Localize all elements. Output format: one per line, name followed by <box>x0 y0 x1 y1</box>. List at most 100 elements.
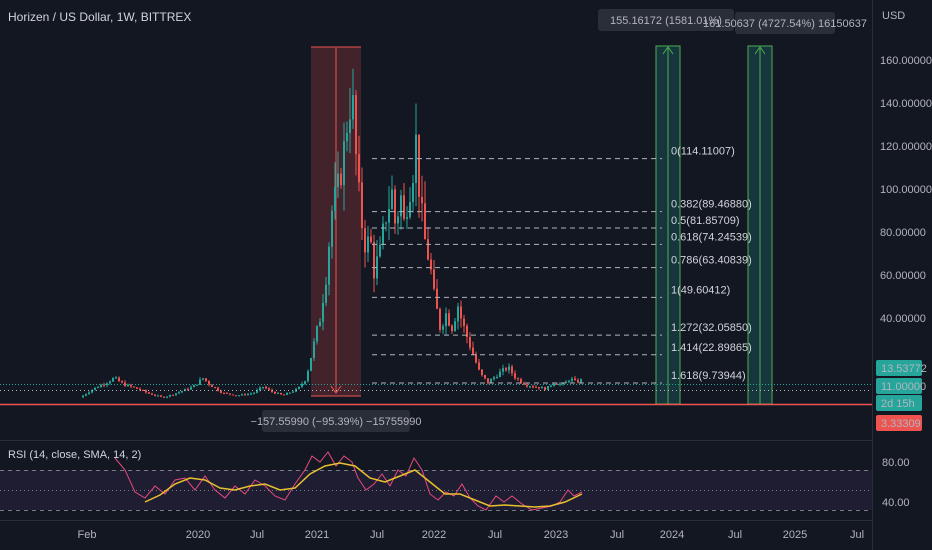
candle-body <box>190 387 192 390</box>
price-label: 3.33309 <box>881 418 921 430</box>
candle-body <box>316 326 318 342</box>
candle-body <box>520 379 522 383</box>
candle-body <box>391 189 393 209</box>
fib-label-0.618: 0.618(74.24539) <box>671 231 752 243</box>
candle-body <box>169 394 171 397</box>
time-tick: 2024 <box>660 529 684 541</box>
candle-body <box>553 383 555 386</box>
fib-label-0.382: 0.382(89.46880) <box>671 199 752 211</box>
candle-body <box>196 384 198 386</box>
candle-body <box>223 392 225 394</box>
candle-body <box>160 395 162 397</box>
fib-label-1.414: 1.414(22.89865) <box>671 342 752 354</box>
candle-body <box>436 288 438 309</box>
price-tick: 40.00000 <box>880 313 926 325</box>
price-label-bg <box>876 378 922 394</box>
candle-body <box>484 375 486 379</box>
fib-label-0.786: 0.786(63.40839) <box>671 255 752 267</box>
candle-body <box>193 384 195 388</box>
price-label: 2d 15h <box>881 398 915 410</box>
candle-body <box>82 395 84 398</box>
candle-body <box>427 239 429 260</box>
candle-body <box>202 378 204 380</box>
candle-body <box>103 384 105 386</box>
candle-body <box>397 216 399 224</box>
candle-body <box>232 394 234 396</box>
candle-body <box>115 377 117 379</box>
candle-body <box>250 393 252 395</box>
candle-body <box>481 369 483 376</box>
candle-body <box>418 134 420 197</box>
price-label: 11.00000 <box>881 381 926 393</box>
candle-body <box>274 391 276 394</box>
candle-body <box>277 392 279 394</box>
time-tick: 2022 <box>422 529 446 541</box>
time-tick: Jul <box>250 529 264 541</box>
candle-body <box>106 383 108 385</box>
rsi-tick: 80.00 <box>882 457 910 469</box>
candle-body <box>154 394 156 396</box>
candle-body <box>88 392 90 395</box>
candle-body <box>268 388 270 390</box>
candle-body <box>124 382 126 387</box>
time-tick: Jul <box>850 529 864 541</box>
candle-body <box>328 246 330 285</box>
candle-body <box>370 236 372 243</box>
candle-body <box>508 366 510 371</box>
candle-body <box>538 387 540 389</box>
candle-body <box>472 347 474 355</box>
candle-body <box>532 386 534 388</box>
candle-body <box>121 381 123 383</box>
candle-body <box>109 381 111 384</box>
price-label-bg <box>876 395 922 411</box>
rsi-title: RSI (14, close, SMA, 14, 2) <box>8 449 142 461</box>
candle-body <box>184 388 186 392</box>
candle-body <box>112 378 114 382</box>
candle-body <box>259 387 261 391</box>
candle-body <box>415 134 417 184</box>
candle-body <box>334 187 336 211</box>
price-tick: 140.00000 <box>880 98 932 110</box>
candle-body <box>226 392 228 394</box>
candle-body <box>85 394 87 396</box>
candle-body <box>535 386 537 388</box>
candle-body <box>313 341 315 358</box>
candle-body <box>565 381 567 384</box>
candle-body <box>205 378 207 382</box>
drop-arrow-head <box>330 385 342 394</box>
price-axis-currency: USD <box>882 10 905 22</box>
candle-body <box>127 384 129 387</box>
time-tick: Jul <box>488 529 502 541</box>
candle-body <box>157 395 159 397</box>
candle-body <box>577 380 579 383</box>
measure-up-1-label-bg <box>598 9 734 31</box>
candle-body <box>487 378 489 384</box>
measure-up-1-label: 155.16172 (1581.01%) <box>610 15 722 27</box>
candle-body <box>139 388 141 391</box>
candle-body <box>163 396 165 398</box>
candle-body <box>460 306 462 319</box>
candle-body <box>331 210 333 247</box>
price-label: 13.53772 <box>881 363 927 375</box>
time-tick: Jul <box>728 529 742 541</box>
measure-down-label: −157.55990 (−95.39%) −15755990 <box>251 416 422 428</box>
candle-body <box>559 383 561 385</box>
candle-body <box>367 236 369 253</box>
candle-body <box>94 387 96 390</box>
candle-body <box>91 389 93 393</box>
candle-body <box>493 377 495 380</box>
candle-body <box>499 371 501 378</box>
candle-body <box>325 284 327 303</box>
candle-body <box>403 195 405 219</box>
candle-body <box>151 393 153 395</box>
candle-body <box>394 189 396 224</box>
candle-body <box>517 378 519 380</box>
candle-body <box>388 208 390 223</box>
candle-body <box>265 386 267 389</box>
candle-body <box>178 392 180 394</box>
candle-body <box>442 326 444 330</box>
time-tick: 2023 <box>544 529 568 541</box>
candle-body <box>148 392 150 394</box>
rsi-sma-line <box>144 462 583 508</box>
